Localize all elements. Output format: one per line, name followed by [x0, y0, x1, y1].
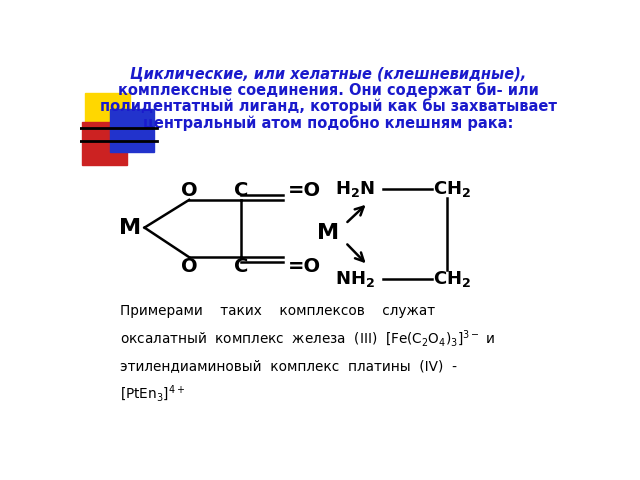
Bar	[83, 122, 127, 165]
Text: этилендиаминовый  комплекс  платины  (IV)  -: этилендиаминовый комплекс платины (IV) -	[120, 359, 457, 373]
Text: оксалатный  комплекс  железа  (III)  [Fe(C$_2$O$_4$)$_3$]$^{3-}$ и: оксалатный комплекс железа (III) [Fe(C$_…	[120, 328, 495, 348]
Text: M: M	[118, 217, 141, 238]
Text: M: M	[317, 223, 339, 243]
Text: $\mathbf{H_2N}$: $\mathbf{H_2N}$	[335, 179, 375, 199]
Text: C: C	[234, 181, 248, 200]
Text: =O: =O	[288, 181, 321, 200]
Text: C: C	[234, 257, 248, 276]
Text: Примерами    таких    комплексов    служат: Примерами таких комплексов служат	[120, 304, 435, 318]
Text: комплексные соединения. Они содержат би- или: комплексные соединения. Они содержат би-…	[118, 82, 538, 98]
Text: центральный атом подобно клешням рака:: центральный атом подобно клешням рака:	[143, 115, 513, 131]
Bar	[110, 109, 154, 152]
Text: полидентатный лиганд, который как бы захватывает: полидентатный лиганд, который как бы зах…	[99, 98, 557, 114]
Text: Циклические, или хелатные (клешневидные),: Циклические, или хелатные (клешневидные)…	[130, 67, 526, 82]
Text: O: O	[181, 181, 197, 200]
Text: $\mathbf{CH_2}$: $\mathbf{CH_2}$	[433, 179, 471, 199]
Text: O: O	[181, 257, 197, 276]
Text: =O: =O	[288, 257, 321, 276]
Text: $\mathbf{CH_2}$: $\mathbf{CH_2}$	[433, 269, 471, 289]
Bar	[85, 93, 129, 135]
Text: $\mathbf{NH_2}$: $\mathbf{NH_2}$	[335, 269, 375, 289]
Text: [PtEn$_3$]$^{4+}$: [PtEn$_3$]$^{4+}$	[120, 384, 185, 404]
